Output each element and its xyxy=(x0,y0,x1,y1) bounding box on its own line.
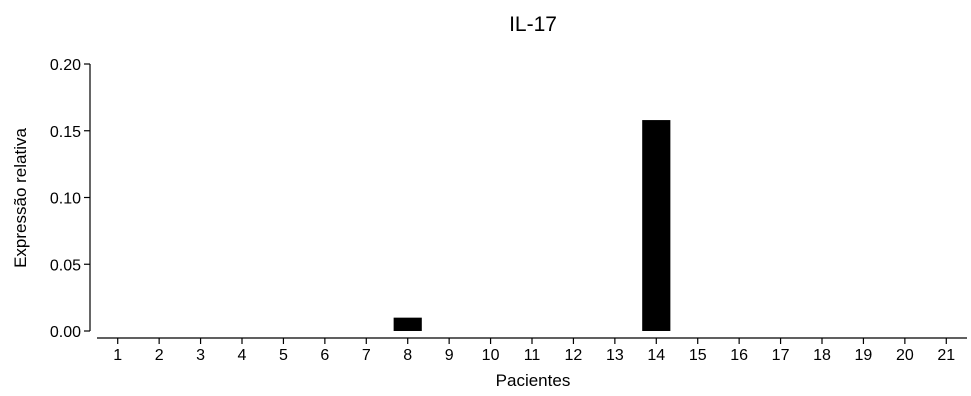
x-axis-title: Pacientes xyxy=(496,371,571,390)
x-tick-label: 1 xyxy=(113,347,122,364)
bars xyxy=(393,120,671,331)
y-tick-label: 0.15 xyxy=(50,124,81,141)
y-tick-label: 0.00 xyxy=(50,324,81,341)
y-tick-label: 0.20 xyxy=(50,57,81,74)
x-tick-label: 12 xyxy=(565,347,583,364)
x-tick-label: 13 xyxy=(606,347,624,364)
y-tick-label: 0.05 xyxy=(50,257,81,274)
x-tick-label: 18 xyxy=(813,347,831,364)
x-tick-label: 11 xyxy=(524,347,541,364)
x-tick-label: 14 xyxy=(647,347,665,364)
x-tick-label: 5 xyxy=(279,347,288,364)
x-tick-label: 21 xyxy=(937,347,955,364)
y-axis-title: Expressão relativa xyxy=(11,128,30,268)
x-tick-label: 16 xyxy=(730,347,748,364)
bar-8 xyxy=(393,317,422,331)
x-tick-label: 3 xyxy=(196,347,205,364)
x-tick-label: 15 xyxy=(689,347,707,364)
y-axis: 0.00 0.05 0.10 0.15 0.20 xyxy=(50,57,91,341)
x-tick-label: 9 xyxy=(445,347,454,364)
x-tick-label: 10 xyxy=(482,347,500,364)
chart-title: IL-17 xyxy=(509,13,557,36)
x-tick-label: 19 xyxy=(855,347,873,364)
x-tick-label: 20 xyxy=(896,347,914,364)
x-tick-label: 8 xyxy=(403,347,412,364)
x-tick-label: 17 xyxy=(772,347,790,364)
x-tick-label: 2 xyxy=(155,347,164,364)
y-tick-label: 0.10 xyxy=(50,191,81,208)
x-tick-label: 4 xyxy=(238,347,247,364)
x-tick-label: 7 xyxy=(362,347,371,364)
x-tick-label: 6 xyxy=(320,347,329,364)
x-axis: 1 2 3 4 5 6 7 8 9 10 11 12 13 14 15 16 17 18 19 20 21 xyxy=(97,337,967,364)
bar-14 xyxy=(642,120,671,331)
